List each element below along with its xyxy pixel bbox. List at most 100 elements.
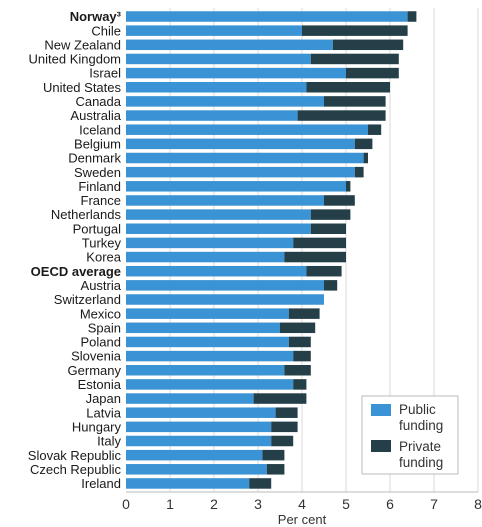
bar-public-funding <box>126 53 311 65</box>
bar-private-funding <box>293 237 346 249</box>
bar-private-funding <box>310 209 351 220</box>
category-label: Netherlands <box>51 207 122 222</box>
bar-private-funding <box>363 152 368 164</box>
category-label: Austria <box>81 278 122 293</box>
legend-label-public-line2: funding <box>399 418 443 433</box>
bar-public-funding <box>126 124 368 135</box>
bar-public-funding <box>126 336 289 348</box>
category-label: United Kingdom <box>29 52 122 67</box>
bar-public-funding <box>126 110 298 121</box>
category-label: Czech Republic <box>30 462 122 477</box>
category-label: United States <box>43 80 122 95</box>
bar-private-funding <box>324 195 355 206</box>
category-label: Australia <box>70 108 121 123</box>
category-label: Finland <box>78 179 121 194</box>
category-label: Poland <box>81 335 121 350</box>
bar-private-funding <box>346 67 399 79</box>
bar-private-funding <box>407 11 417 22</box>
legend-label-private-line2: funding <box>399 455 443 470</box>
bar-private-funding <box>293 350 311 362</box>
bar-public-funding <box>126 322 280 334</box>
category-label: Japan <box>86 391 121 406</box>
bar-private-funding <box>275 407 298 418</box>
category-label: Italy <box>97 434 121 449</box>
bar-public-funding <box>126 478 250 489</box>
bar-public-funding <box>126 251 285 263</box>
bar-private-funding <box>280 322 316 334</box>
bar-private-funding <box>266 464 285 475</box>
bar-public-funding <box>126 435 272 447</box>
bar-private-funding <box>324 280 338 291</box>
bar-private-funding <box>306 82 390 93</box>
legend-label-public-line1: Public <box>399 402 436 417</box>
category-label: Spain <box>88 320 121 335</box>
category-label: Slovenia <box>71 349 122 364</box>
category-label: Switzerland <box>54 292 121 307</box>
bar-private-funding <box>354 138 373 150</box>
legend-label-private-line1: Private <box>399 439 441 454</box>
category-label: Denmark <box>68 151 121 166</box>
x-axis-title: Per cent <box>278 512 327 527</box>
bar-private-funding <box>288 336 311 348</box>
bar-public-funding <box>126 138 355 150</box>
category-label: New Zealand <box>44 37 121 52</box>
category-label: Sweden <box>74 165 121 180</box>
x-tick-label: 1 <box>166 496 174 512</box>
x-tick-label: 8 <box>474 496 482 512</box>
bar-private-funding <box>306 265 342 277</box>
category-label: France <box>81 193 121 208</box>
category-label: Estonia <box>78 377 122 392</box>
bar-public-funding <box>126 39 333 51</box>
bar-public-funding <box>126 407 276 418</box>
bar-private-funding <box>346 181 351 192</box>
x-tick-label: 6 <box>386 496 394 512</box>
bar-public-funding <box>126 11 408 22</box>
bar-public-funding <box>126 365 285 376</box>
x-tick-label: 3 <box>254 496 262 512</box>
bar-private-funding <box>310 53 399 65</box>
bar-public-funding <box>126 464 267 475</box>
bar-public-funding <box>126 280 324 291</box>
category-label: Iceland <box>79 122 121 137</box>
category-label: Israel <box>89 66 121 81</box>
bar-public-funding <box>126 96 324 107</box>
bar-public-funding <box>126 195 324 206</box>
category-label: Hungary <box>72 419 122 434</box>
bar-public-funding <box>126 379 294 390</box>
x-tick-label: 0 <box>122 496 130 512</box>
bar-private-funding <box>297 110 386 121</box>
bar-private-funding <box>302 25 408 36</box>
bar-private-funding <box>271 421 298 433</box>
x-axis: 0 1 2 3 4 5 6 7 8 <box>122 491 482 512</box>
bar-public-funding <box>126 350 294 362</box>
category-label: Slovak Republic <box>28 448 122 463</box>
bar-private-funding <box>284 365 311 376</box>
category-label: Mexico <box>80 306 121 321</box>
bar-private-funding <box>332 39 404 51</box>
bar-public-funding <box>126 421 272 433</box>
bar-private-funding <box>324 96 386 107</box>
category-label: Turkey <box>82 236 122 251</box>
bar-public-funding <box>126 67 346 79</box>
bar-public-funding <box>126 181 346 192</box>
bar-private-funding <box>262 449 285 461</box>
bar-public-funding <box>126 449 263 461</box>
category-label: Belgium <box>74 136 121 151</box>
bar-private-funding <box>354 166 364 178</box>
category-label: Korea <box>86 250 121 265</box>
bar-private-funding <box>368 124 382 135</box>
category-label: Germany <box>68 363 122 378</box>
x-tick-label: 5 <box>342 496 350 512</box>
bar-public-funding <box>126 82 307 93</box>
bar-private-funding <box>293 379 307 390</box>
category-label: Norway³ <box>70 9 122 24</box>
bar-public-funding <box>126 209 311 220</box>
legend-swatch-private <box>371 440 391 452</box>
category-label: OECD average <box>31 264 121 279</box>
category-label: Ireland <box>81 476 121 491</box>
legend-swatch-public <box>371 404 391 416</box>
bar-public-funding <box>126 393 254 404</box>
bar-public-funding <box>126 152 364 164</box>
